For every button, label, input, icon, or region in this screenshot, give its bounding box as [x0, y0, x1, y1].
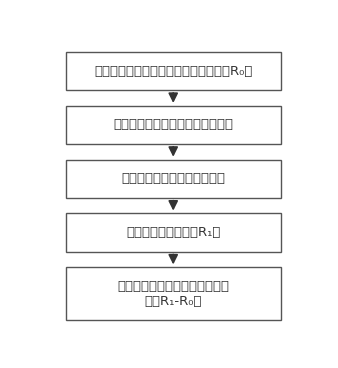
Text: 测量雷达反射强度（R₁）: 测量雷达反射强度（R₁）	[126, 226, 220, 239]
Bar	[66, 213, 281, 252]
Bar	[66, 267, 281, 320]
Text: 拆除被测材料板，测量本底反射强度（R₀）: 拆除被测材料板，测量本底反射强度（R₀）	[94, 64, 252, 78]
Text: 计算等离子包覆下材料反射特性
＝（R₁-R₀）: 计算等离子包覆下材料反射特性 ＝（R₁-R₀）	[117, 280, 229, 308]
Bar	[66, 52, 281, 90]
Text: 安装被测材料板，调节等离子厚度: 安装被测材料板，调节等离子厚度	[113, 118, 233, 131]
Bar	[66, 160, 281, 198]
Text: 开启等离子源，调节电子密度: 开启等离子源，调节电子密度	[121, 172, 225, 185]
Bar	[66, 106, 281, 144]
